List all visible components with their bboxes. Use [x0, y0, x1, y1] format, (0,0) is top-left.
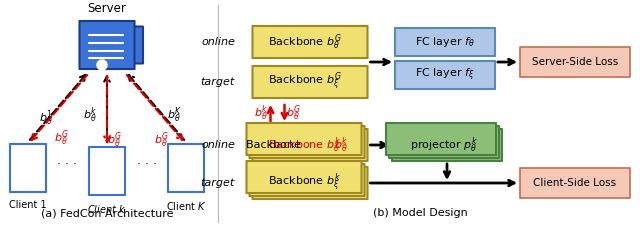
Text: (b) Model Design: (b) Model Design — [372, 208, 467, 218]
Text: · · ·: · · · — [57, 158, 77, 172]
FancyBboxPatch shape — [389, 126, 499, 158]
FancyBboxPatch shape — [520, 47, 630, 77]
FancyBboxPatch shape — [89, 147, 125, 195]
Text: Server: Server — [88, 2, 127, 15]
Text: $b_{\theta}^{K}$: $b_{\theta}^{K}$ — [167, 105, 182, 125]
Text: FC layer $f_{\theta}$: FC layer $f_{\theta}$ — [415, 35, 475, 49]
FancyBboxPatch shape — [395, 28, 495, 56]
FancyBboxPatch shape — [386, 123, 496, 155]
Text: $b_{\theta}^{1}$: $b_{\theta}^{1}$ — [39, 108, 53, 128]
Text: $b_{\theta}^{k}$: $b_{\theta}^{k}$ — [254, 103, 269, 123]
Text: Backbone: Backbone — [246, 140, 304, 150]
FancyBboxPatch shape — [395, 61, 495, 89]
FancyBboxPatch shape — [253, 26, 367, 58]
Text: $b_{\theta}^{G}$: $b_{\theta}^{G}$ — [287, 103, 302, 123]
Text: FC layer $f_{\xi}$: FC layer $f_{\xi}$ — [415, 67, 475, 83]
Text: · · ·: · · · — [137, 158, 157, 172]
FancyBboxPatch shape — [246, 123, 362, 155]
FancyBboxPatch shape — [246, 161, 362, 193]
FancyBboxPatch shape — [250, 126, 365, 158]
Text: online: online — [201, 140, 235, 150]
Text: Backbone $b_{\xi}^{k}$: Backbone $b_{\xi}^{k}$ — [268, 172, 340, 194]
Text: $b_{\theta}^{G}$: $b_{\theta}^{G}$ — [108, 130, 123, 150]
FancyBboxPatch shape — [79, 21, 134, 69]
FancyBboxPatch shape — [253, 167, 367, 199]
Text: Client $k$: Client $k$ — [87, 203, 127, 215]
Text: $b_{\theta}^{G}$: $b_{\theta}^{G}$ — [54, 128, 70, 148]
Text: Client 1: Client 1 — [9, 200, 47, 210]
FancyBboxPatch shape — [124, 27, 143, 64]
FancyBboxPatch shape — [392, 129, 502, 161]
Text: Client-Side Loss: Client-Side Loss — [533, 178, 616, 188]
Text: Backbone $b_{\theta}^{G}$: Backbone $b_{\theta}^{G}$ — [268, 32, 342, 52]
Text: Server-Side Loss: Server-Side Loss — [532, 57, 618, 67]
Text: target: target — [201, 178, 235, 188]
FancyBboxPatch shape — [10, 144, 46, 192]
Text: projector $p_{\theta}^{k}$: projector $p_{\theta}^{k}$ — [410, 135, 478, 155]
Text: online: online — [201, 37, 235, 47]
Text: $b_{\theta}^{G}$: $b_{\theta}^{G}$ — [154, 130, 170, 150]
Circle shape — [97, 60, 107, 70]
FancyBboxPatch shape — [168, 144, 204, 192]
Text: Backbone $b_{\theta}^{k}$: Backbone $b_{\theta}^{k}$ — [268, 135, 340, 155]
FancyBboxPatch shape — [520, 168, 630, 198]
FancyBboxPatch shape — [253, 129, 367, 161]
Text: $b_{\theta}^{k}$: $b_{\theta}^{k}$ — [83, 105, 97, 125]
FancyBboxPatch shape — [253, 66, 367, 98]
Text: Backbone $b_{\xi}^{G}$: Backbone $b_{\xi}^{G}$ — [268, 71, 342, 93]
Text: (a) FedCon Architecture: (a) FedCon Architecture — [41, 208, 173, 218]
Text: $b_{\theta}^{k}$: $b_{\theta}^{k}$ — [334, 135, 349, 155]
FancyBboxPatch shape — [250, 164, 365, 196]
Text: Client $K$: Client $K$ — [166, 200, 206, 212]
Text: target: target — [201, 77, 235, 87]
